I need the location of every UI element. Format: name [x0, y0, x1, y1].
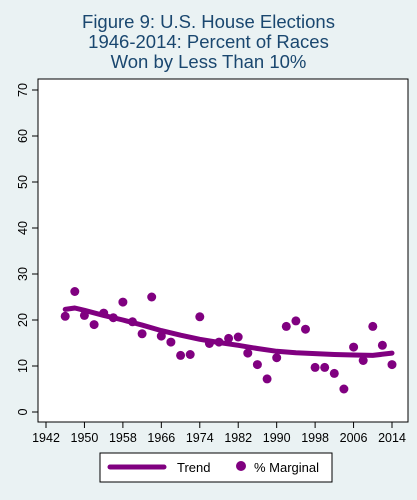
- y-tick-label: 30: [16, 267, 30, 281]
- marginal-point: [349, 342, 359, 352]
- marginal-point: [320, 362, 330, 372]
- marginal-point: [79, 310, 89, 320]
- marginal-point: [176, 350, 186, 360]
- x-tick-label: 1990: [263, 431, 291, 445]
- chart-title-line-3: Won by Less Than 10%: [110, 51, 307, 72]
- y-tick-label: 40: [16, 221, 30, 235]
- y-tick-label: 60: [16, 129, 30, 143]
- marginal-point: [156, 331, 166, 341]
- marginal-point: [195, 312, 205, 322]
- marginal-point: [214, 337, 224, 347]
- marginal-point: [70, 287, 80, 296]
- x-tick-label: 1982: [224, 431, 252, 445]
- marginal-point: [233, 332, 243, 342]
- legend-marginal-label: % Marginal: [254, 460, 319, 475]
- marginal-point: [128, 317, 137, 327]
- x-axis: 1942 1950 1958 1966 1974 1982 1990 1998 2006 2014: [32, 422, 406, 445]
- marginal-point: [243, 348, 253, 358]
- marginal-point: [137, 329, 147, 339]
- marginal-point: [89, 320, 99, 330]
- marginal-point: [291, 316, 301, 326]
- x-tick-label: 2006: [340, 431, 368, 445]
- y-tick-label: 0: [16, 408, 30, 415]
- marginal-point: [368, 321, 378, 331]
- x-tick-label: 1974: [186, 431, 214, 445]
- chart-title-line-1: Figure 9: U.S. House Elections: [82, 11, 335, 32]
- x-tick-label: 1942: [32, 431, 60, 445]
- marginal-point: [118, 297, 128, 307]
- marginal-point: [60, 311, 70, 321]
- marginal-point: [387, 360, 397, 370]
- marginal-point: [310, 362, 320, 372]
- marginal-point: [99, 308, 109, 318]
- marginal-point: [358, 356, 368, 365]
- x-tick-label: 1950: [71, 431, 99, 445]
- y-tick-label: 10: [16, 359, 30, 373]
- x-tick-label: 1958: [109, 431, 137, 445]
- x-tick-label: 2014: [378, 431, 406, 445]
- marginal-point: [339, 384, 349, 394]
- marginal-point: [377, 340, 387, 350]
- x-tick-label: 1966: [147, 431, 175, 445]
- marginal-point: [252, 360, 262, 370]
- marginal-point: [329, 368, 339, 378]
- marginal-point: [224, 333, 234, 343]
- marginal-point: [272, 353, 282, 363]
- plot-area: [37, 78, 409, 423]
- marginal-point: [147, 292, 157, 302]
- legend-marginal-swatch: [236, 461, 246, 471]
- marginal-point: [204, 339, 214, 348]
- marginal-point: [262, 374, 272, 384]
- marginal-point: [281, 321, 291, 331]
- marginal-point: [301, 324, 310, 334]
- chart-title-line-2: 1946-2014: Percent of Races: [88, 31, 329, 52]
- marginal-series: [60, 287, 397, 394]
- legend: Trend % Marginal: [99, 452, 333, 483]
- chart-title: Figure 9: U.S. House Elections 1946-2014…: [0, 12, 417, 72]
- y-tick-label: 70: [16, 83, 30, 97]
- marginal-point: [166, 337, 176, 347]
- legend-trend-label: Trend: [177, 460, 210, 475]
- marginal-point: [185, 350, 195, 359]
- y-axis: 0 10 20 30 40 50 60 70: [16, 83, 38, 415]
- y-tick-label: 50: [16, 175, 30, 189]
- y-tick-label: 20: [16, 313, 30, 327]
- marginal-point: [108, 313, 118, 323]
- x-tick-label: 1998: [301, 431, 329, 445]
